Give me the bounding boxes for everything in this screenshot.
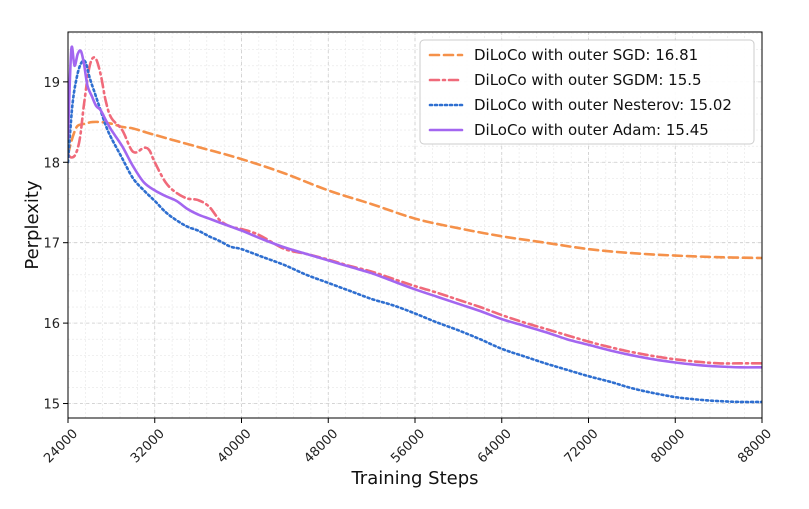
x-tick-label: 88000 (735, 426, 775, 466)
legend: DiLoCo with outer SGD: 16.81 DiLoCo with … (419, 39, 755, 145)
x-tick-label: 80000 (648, 426, 688, 466)
series-line-1 (68, 56, 762, 365)
legend-label-2: DiLoCo with outer Nesterov: 15.02 (474, 96, 732, 114)
x-tick-label: 32000 (128, 426, 168, 466)
y-tick-label: 15 (43, 398, 60, 413)
legend-label-3: DiLoCo with outer Adam: 15.45 (474, 121, 709, 139)
x-tick-label: 40000 (215, 426, 255, 466)
y-tick-label: 18 (43, 156, 60, 171)
x-tick-label: 56000 (388, 426, 428, 466)
legend-label-0: DiLoCo with outer SGD: 16.81 (474, 46, 698, 64)
y-tick-label: 16 (43, 317, 60, 332)
y-tick-label: 19 (43, 76, 60, 91)
series-line-2 (68, 59, 762, 404)
series-line-3 (68, 45, 762, 369)
y-axis-title: Perplexity (22, 180, 43, 270)
x-tick-label: 48000 (301, 426, 341, 466)
y-tick-label: 17 (43, 237, 60, 252)
series-lines (68, 45, 762, 404)
x-tick-label: 72000 (562, 426, 602, 466)
series-line-0 (68, 120, 762, 260)
x-tick-label: 64000 (475, 426, 515, 466)
legend-label-1: DiLoCo with outer SGDM: 15.5 (474, 71, 702, 89)
x-axis-title: Training Steps (350, 468, 478, 489)
x-tick-label: 24000 (41, 426, 81, 466)
legend-box (419, 39, 755, 145)
grid-lines (67, 32, 763, 418)
